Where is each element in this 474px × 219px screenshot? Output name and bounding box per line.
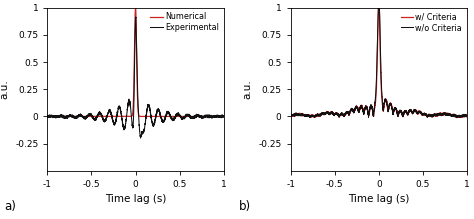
Experimental — [207, 114, 212, 116]
X-axis label: Time lag (s): Time lag (s) — [105, 194, 166, 204]
X-axis label: Time lag (s): Time lag (s) — [348, 194, 410, 204]
w/o Criteria — [416, 111, 421, 114]
w/ Criteria — [376, 0, 382, 2]
Numerical — [118, 115, 124, 118]
w/ Criteria — [464, 114, 470, 117]
Numerical — [221, 115, 227, 118]
Experimental — [216, 115, 221, 118]
w/ Criteria — [416, 111, 421, 114]
Legend: Numerical, Experimental: Numerical, Experimental — [150, 12, 219, 33]
Numerical — [120, 115, 126, 118]
Text: a): a) — [5, 200, 17, 213]
Numerical — [133, 6, 138, 9]
w/o Criteria — [454, 117, 460, 119]
Experimental — [133, 16, 138, 18]
Numerical — [173, 115, 178, 118]
Numerical — [216, 115, 221, 118]
Line: w/o Criteria: w/o Criteria — [291, 0, 467, 118]
w/o Criteria — [376, 0, 382, 1]
Numerical — [128, 115, 134, 118]
w/o Criteria — [288, 115, 293, 118]
w/ Criteria — [363, 105, 369, 108]
w/o Criteria — [464, 114, 470, 117]
Line: Numerical: Numerical — [47, 8, 224, 117]
Experimental — [137, 137, 143, 139]
Experimental — [45, 114, 50, 117]
w/o Criteria — [363, 105, 369, 108]
w/o Criteria — [450, 114, 456, 117]
Experimental — [221, 115, 227, 117]
Experimental — [118, 114, 124, 117]
Line: w/ Criteria: w/ Criteria — [291, 1, 467, 117]
w/ Criteria — [312, 116, 318, 119]
w/ Criteria — [450, 114, 456, 117]
w/o Criteria — [459, 114, 465, 117]
Line: Experimental: Experimental — [47, 17, 224, 138]
w/ Criteria — [362, 108, 367, 111]
w/o Criteria — [362, 108, 367, 111]
Experimental — [128, 113, 134, 115]
w/o Criteria — [372, 106, 377, 109]
Numerical — [207, 115, 212, 118]
w/ Criteria — [288, 114, 293, 117]
w/ Criteria — [459, 116, 465, 118]
Legend: w/ Criteria, w/o Criteria: w/ Criteria, w/o Criteria — [400, 12, 463, 33]
Experimental — [173, 115, 178, 118]
Experimental — [120, 123, 126, 126]
Y-axis label: a.u.: a.u. — [0, 79, 9, 99]
w/ Criteria — [372, 108, 377, 111]
Y-axis label: a.u.: a.u. — [243, 79, 253, 99]
Numerical — [45, 115, 50, 118]
Text: b): b) — [239, 200, 252, 213]
